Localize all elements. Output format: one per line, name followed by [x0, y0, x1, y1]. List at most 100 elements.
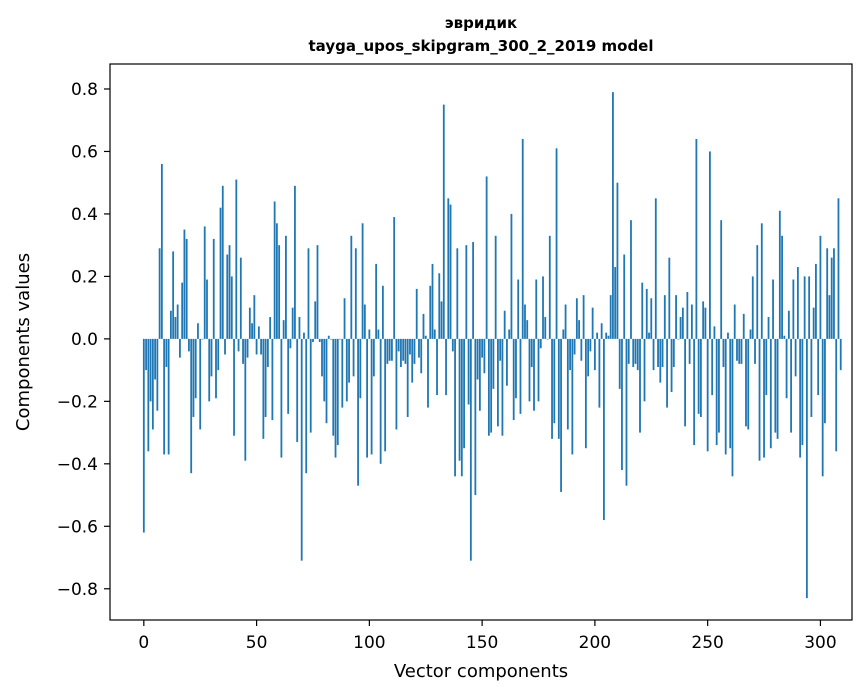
- bar: [325, 338, 328, 424]
- bar: [492, 338, 495, 389]
- bar: [632, 338, 635, 367]
- bar: [650, 298, 653, 339]
- bar: [530, 338, 533, 367]
- bar: [566, 338, 569, 430]
- bar: [280, 338, 283, 458]
- bar: [208, 338, 211, 402]
- bar: [440, 301, 443, 339]
- bar: [285, 235, 287, 339]
- bar: [548, 235, 551, 339]
- bar: [666, 338, 668, 408]
- bar: [230, 276, 233, 339]
- bar: [404, 338, 407, 364]
- bar: [151, 338, 154, 430]
- bar: [318, 338, 321, 342]
- bar: [199, 338, 202, 430]
- bar: [330, 338, 332, 340]
- bar: [711, 338, 714, 396]
- bar: [747, 338, 750, 430]
- bar: [596, 332, 599, 339]
- bar: [616, 182, 619, 339]
- bar: [420, 338, 423, 374]
- bar: [679, 317, 682, 339]
- bar: [467, 338, 470, 405]
- bar: [508, 329, 511, 339]
- bar: [499, 338, 502, 361]
- bar: [402, 338, 405, 361]
- bar: [327, 335, 330, 339]
- bar: [778, 210, 781, 339]
- bar: [571, 338, 574, 455]
- bar: [348, 338, 350, 383]
- bar: [555, 148, 558, 339]
- plot-frame: [109, 63, 853, 621]
- bar: [393, 217, 396, 339]
- bar: [833, 248, 835, 339]
- bar: [593, 338, 596, 371]
- bar: [354, 248, 357, 339]
- y-tick-label: 0.0: [71, 330, 98, 350]
- bar: [837, 198, 840, 339]
- bar: [801, 338, 804, 446]
- bar: [375, 263, 378, 339]
- bar: [210, 338, 213, 377]
- bar: [607, 335, 610, 339]
- bar: [264, 338, 267, 417]
- bar: [688, 338, 691, 364]
- bar: [785, 338, 788, 399]
- bar: [605, 332, 608, 339]
- bar: [194, 338, 197, 399]
- bar: [436, 338, 438, 396]
- bar-series: [142, 92, 842, 599]
- bar: [379, 338, 382, 464]
- bar: [303, 332, 305, 339]
- bar: [219, 207, 222, 339]
- bar: [239, 257, 242, 339]
- bar: [672, 338, 675, 367]
- bar: [639, 338, 641, 433]
- x-tick-label: 200: [579, 633, 611, 653]
- bar: [300, 338, 303, 561]
- y-tick-label: 0.2: [71, 267, 98, 287]
- bar: [598, 338, 601, 408]
- bar: [490, 338, 493, 433]
- bar: [418, 338, 420, 358]
- bar: [289, 338, 292, 349]
- bar: [824, 338, 826, 424]
- bar: [704, 307, 707, 339]
- bar: [591, 307, 594, 339]
- bar: [808, 276, 811, 339]
- bar: [181, 282, 184, 339]
- bar: [458, 338, 461, 461]
- bar: [542, 276, 544, 339]
- bar: [363, 304, 366, 339]
- bar: [535, 279, 538, 339]
- bar: [603, 338, 605, 521]
- bar: [713, 326, 716, 339]
- bar: [738, 338, 741, 364]
- bar: [445, 338, 447, 396]
- bar: [456, 248, 459, 339]
- bar: [614, 267, 617, 339]
- bar: [422, 313, 425, 339]
- bar: [733, 304, 736, 339]
- bar: [149, 338, 152, 402]
- bar: [478, 338, 481, 411]
- bar: [145, 338, 147, 371]
- bar: [582, 295, 585, 339]
- bar: [625, 338, 628, 486]
- bar: [760, 223, 763, 339]
- bar: [684, 338, 686, 427]
- bar: [663, 295, 666, 339]
- bar: [697, 338, 700, 414]
- y-axis: 0.8 0.6 0.4 0.2 0.0 −0.2 −0.4 −0.6 −0.8: [57, 80, 110, 600]
- bar: [551, 338, 553, 439]
- bar: [693, 338, 696, 446]
- bar: [447, 198, 450, 339]
- bar: [235, 179, 238, 339]
- bar: [729, 338, 732, 449]
- bar: [183, 229, 186, 339]
- bar: [812, 307, 815, 339]
- bar: [643, 338, 646, 402]
- bar: [217, 338, 220, 371]
